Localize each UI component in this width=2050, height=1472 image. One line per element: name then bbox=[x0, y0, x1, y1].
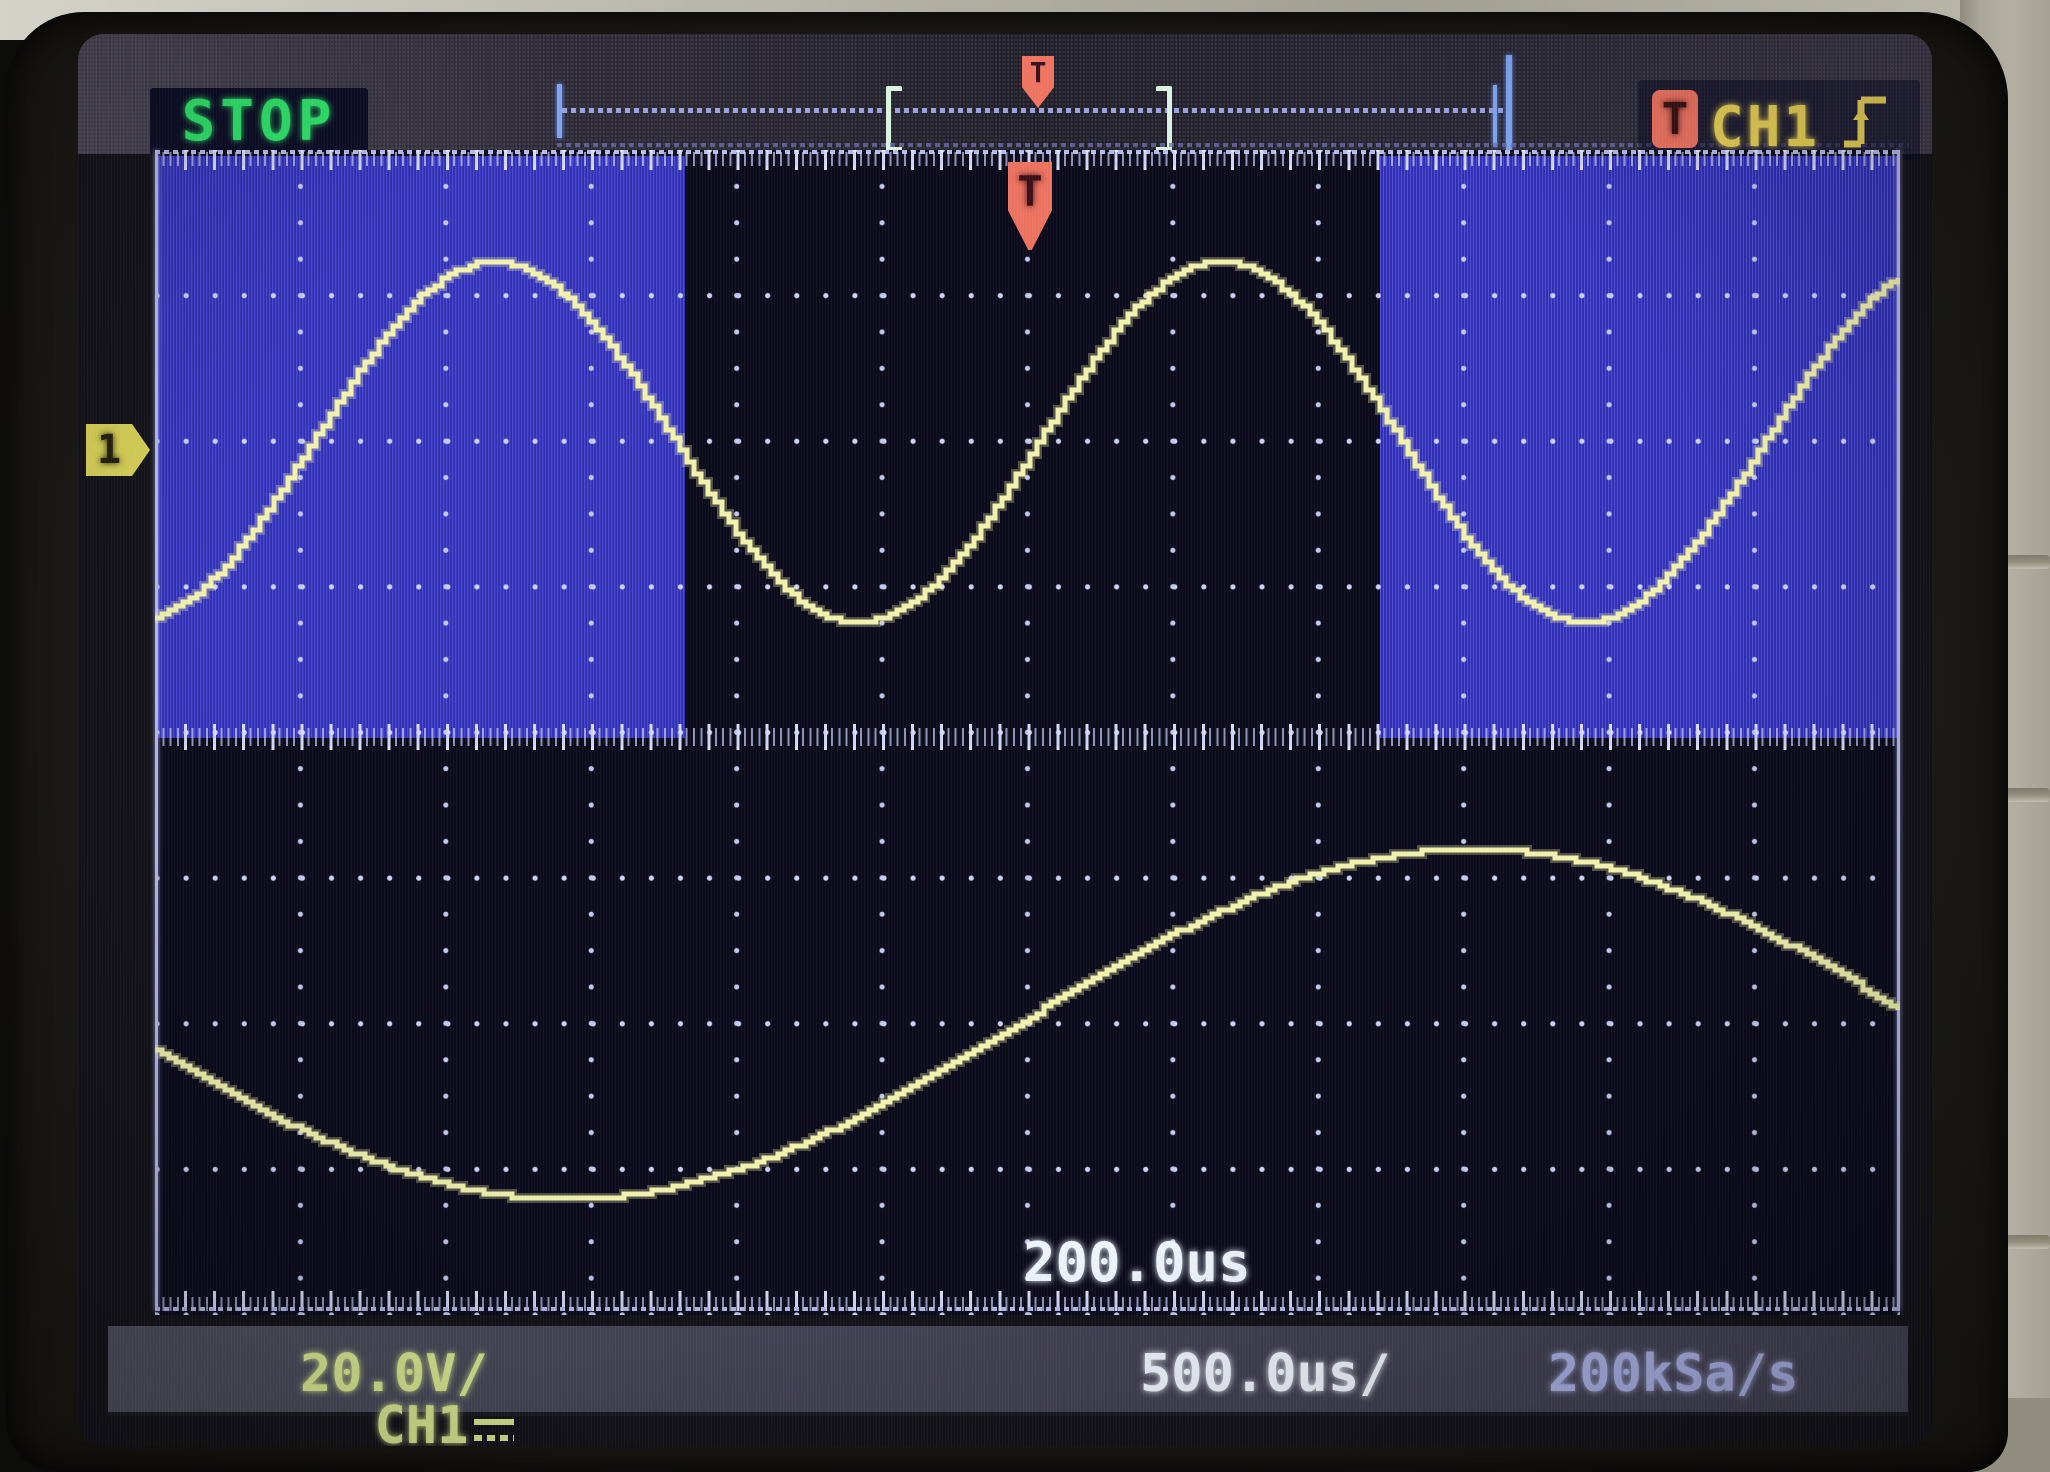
acquisition-status-label: STOP bbox=[181, 89, 337, 154]
acquisition-status-box: STOP bbox=[150, 88, 368, 156]
record-bar-left-tick bbox=[557, 84, 562, 138]
rising-edge-trigger-icon bbox=[1844, 96, 1886, 148]
record-bar-baseline bbox=[557, 143, 1909, 147]
record-bar-right-tick bbox=[1506, 55, 1512, 151]
trigger-t-icon: T bbox=[1652, 90, 1698, 148]
graticule: T 200.0us bbox=[155, 150, 1900, 1315]
main-sweep-trace bbox=[155, 259, 1900, 625]
waveform-display bbox=[155, 257, 1900, 1203]
record-bar-line bbox=[562, 108, 1506, 113]
top-status-band bbox=[78, 34, 1932, 154]
channel1-scale-label: 20.0V/ bbox=[300, 1344, 488, 1404]
delayed-window-left-bracket bbox=[886, 86, 902, 152]
graticule-top-fine-ticks bbox=[155, 152, 1900, 166]
trigger-point-marker-icon: T bbox=[1008, 162, 1052, 250]
dc-coupling-icon bbox=[474, 1419, 515, 1443]
sample-rate-label: 200kSa/s bbox=[1548, 1344, 1799, 1404]
window-split-fine-ticks bbox=[155, 728, 1900, 746]
main-timebase-label: 500.0us/ bbox=[1140, 1344, 1391, 1404]
graticule-left-border bbox=[155, 150, 158, 1311]
crt-screen: STOP T T CH1 bbox=[78, 34, 1932, 1446]
graticule-right-border bbox=[1897, 150, 1900, 1311]
channel1-label: CH1 bbox=[374, 1396, 469, 1446]
record-bar-right-inner-tick bbox=[1493, 85, 1497, 147]
graticule-bottom-border bbox=[155, 1307, 1900, 1311]
delayed-window-right-bracket bbox=[1156, 86, 1172, 152]
channel1-marker-icon: 1 bbox=[86, 424, 150, 476]
trigger-source-label: CH1 bbox=[1710, 95, 1821, 160]
delayed-timebase-label: 200.0us bbox=[1023, 1231, 1251, 1294]
main-sweep-trace-glow bbox=[155, 257, 1900, 627]
status-bar: CH1 20.0V/ 500.0us/ 200kSa/s bbox=[108, 1326, 1908, 1446]
delayed-sweep-trace bbox=[155, 847, 1900, 1201]
channel1-readout: CH1 bbox=[124, 1348, 520, 1446]
